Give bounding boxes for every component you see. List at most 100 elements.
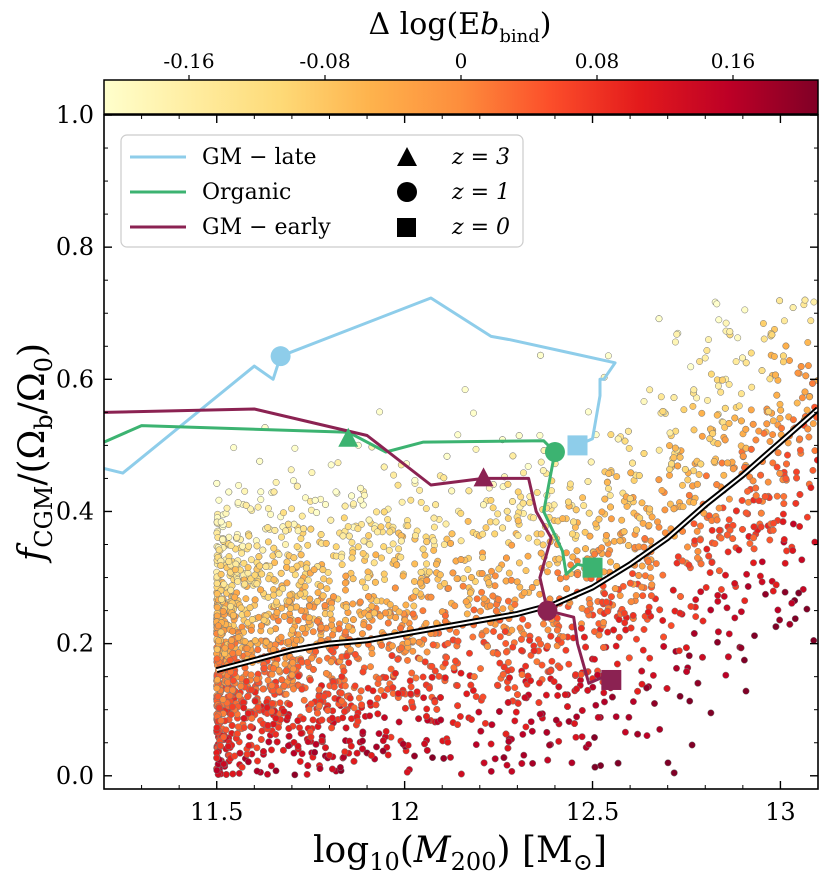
scatter-point: [716, 526, 723, 534]
scatter-point: [280, 707, 288, 715]
scatter-point: [729, 465, 737, 473]
scatter-point: [640, 543, 648, 551]
scatter-point: [721, 436, 729, 444]
scatter-point: [433, 705, 441, 713]
scatter-point: [693, 480, 701, 488]
scatter-point: [742, 425, 750, 433]
scatter-point: [645, 521, 653, 529]
scatter-point: [747, 349, 755, 357]
scatter-point: [666, 442, 673, 450]
scatter-point: [714, 382, 722, 390]
scatter-point: [444, 639, 452, 647]
legend-box: [120, 134, 524, 248]
scatter-point: [463, 610, 471, 618]
scatter-point: [243, 750, 251, 758]
scatter-point: [488, 721, 496, 729]
scatter-point: [561, 691, 569, 699]
scatter-point: [227, 586, 235, 594]
scatter-point: [246, 604, 254, 612]
scatter-point: [238, 763, 246, 771]
scatter-point: [392, 614, 400, 622]
scatter-point: [533, 489, 541, 496]
scatter-point: [641, 535, 649, 543]
scatter-point: [688, 741, 696, 749]
scatter-point: [404, 639, 411, 647]
scatter-point: [572, 671, 580, 679]
scatter-point: [327, 461, 335, 469]
scatter-point: [242, 595, 250, 603]
scatter-point: [464, 566, 472, 574]
scatter-point: [306, 602, 314, 610]
scatter-point: [391, 584, 399, 592]
scatter-point: [776, 616, 784, 624]
scatter-point: [514, 488, 522, 496]
scatter-point: [796, 446, 804, 454]
scatter-point: [257, 736, 265, 743]
scatter-point: [759, 320, 767, 327]
scatter-point: [520, 751, 528, 759]
scatter-point: [737, 390, 745, 398]
scatter-point: [238, 549, 246, 557]
scatter-point: [789, 547, 797, 554]
scatter-point: [377, 687, 385, 694]
scatter-point: [500, 663, 508, 671]
scatter-point: [511, 684, 519, 692]
scatter-point: [397, 553, 405, 561]
scatter-point: [343, 652, 351, 660]
scatter-point: [227, 711, 235, 718]
scatter-point: [264, 770, 271, 778]
scatter-point: [228, 636, 235, 644]
scatter-point: [686, 697, 694, 705]
scatter-point: [459, 582, 467, 590]
scatter-point: [793, 474, 801, 482]
scatter-point: [769, 431, 777, 439]
scatter-point: [581, 528, 589, 536]
scatter-point: [487, 496, 495, 504]
scatter-point: [661, 506, 669, 514]
scatter-point: [769, 526, 777, 534]
scatter-point: [328, 621, 335, 629]
scatter-point: [570, 518, 577, 526]
scatter-point: [349, 600, 357, 608]
scatter-point: [229, 703, 236, 711]
scatter-point: [398, 498, 406, 506]
legend-circle-marker: [397, 182, 417, 202]
scatter-point: [625, 654, 633, 662]
scatter-point: [529, 759, 537, 767]
scatter-point: [371, 578, 379, 586]
scatter-point: [284, 742, 292, 750]
scatter-point: [703, 545, 711, 553]
scatter-point: [241, 580, 249, 588]
scatter-point: [580, 502, 588, 510]
scatter-point: [332, 488, 340, 496]
scatter-point: [309, 716, 317, 724]
scatter-point: [377, 523, 385, 531]
scatter-point: [403, 768, 411, 776]
scatter-point: [320, 692, 328, 700]
scatter-point: [322, 539, 330, 547]
scatter-point: [298, 685, 306, 693]
scatter-point: [537, 549, 545, 557]
colorbar-tick-label: -0.16: [163, 49, 214, 73]
scatter-point: [714, 628, 722, 636]
scatter-point: [478, 588, 486, 596]
scatter-point: [353, 749, 361, 757]
scatter-point: [731, 580, 739, 587]
scatter-point: [389, 540, 397, 548]
scatter-point: [373, 597, 381, 605]
scatter-point: [811, 447, 818, 455]
scatter-point: [799, 585, 807, 593]
scatter-point: [321, 602, 329, 610]
scatter-point: [646, 386, 654, 394]
marker-z3-gm-early: [473, 467, 494, 487]
scatter-point: [241, 638, 249, 646]
scatter-point: [725, 516, 733, 524]
scatter-point: [546, 741, 553, 749]
scatter-point: [222, 771, 230, 778]
scatter-point: [348, 539, 356, 546]
marker-z3-organic: [338, 427, 359, 447]
scatter-point: [527, 677, 534, 685]
scatter-point: [504, 684, 512, 692]
scatter-point: [697, 588, 705, 596]
scatter-point: [640, 626, 648, 633]
